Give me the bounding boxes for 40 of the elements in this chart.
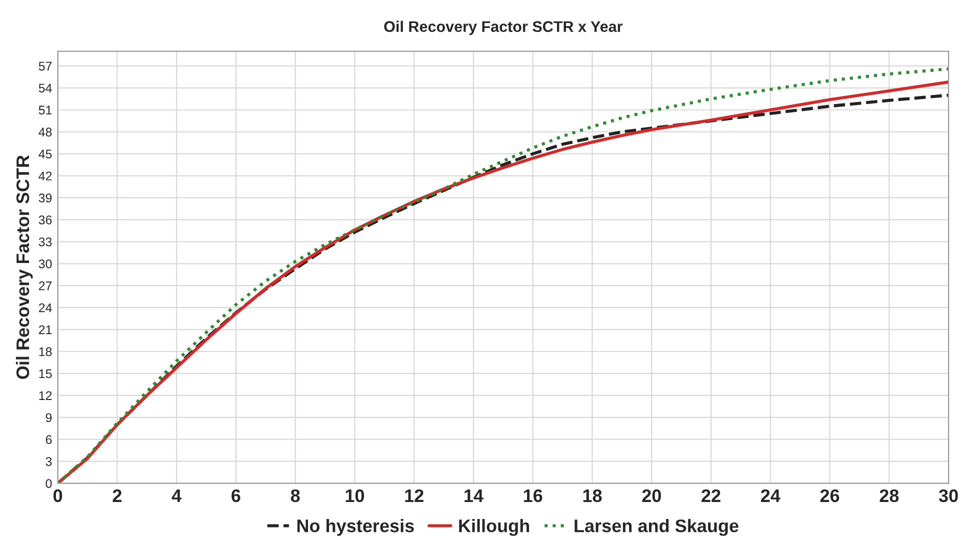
x-tick-label: 16 [524, 489, 542, 502]
x-tick-label: 10 [346, 489, 364, 502]
legend-label: Killough [459, 518, 530, 536]
y-tick-label: 12 [39, 391, 52, 400]
y-axis-title: Oil Recovery Factor SCTR [16, 155, 33, 379]
x-tick-label: 6 [232, 489, 240, 502]
y-tick-label: 18 [39, 347, 52, 356]
y-tick-label: 21 [38, 325, 52, 334]
x-tick-label: 24 [760, 489, 780, 502]
x-tick-label: 22 [702, 489, 720, 502]
legend-label: No hysteresis [297, 518, 414, 536]
y-tick-label: 48 [38, 128, 52, 136]
y-tick-label: 6 [46, 435, 52, 444]
x-tick-label: 12 [405, 489, 424, 502]
y-tick-label: 45 [38, 150, 52, 158]
y-tick-label: 27 [38, 281, 52, 290]
x-tick-label: 26 [820, 489, 840, 502]
y-tick-label: 36 [38, 216, 52, 224]
y-tick-label: 30 [38, 259, 52, 268]
y-tick-label: 51 [38, 106, 52, 115]
y-tick-label: 42 [38, 172, 52, 180]
y-tick-label: 3 [46, 457, 52, 466]
x-tick-label: 4 [172, 490, 182, 502]
chart-title: Oil Recovery Factor SCTR x Year [384, 20, 623, 36]
y-tick-label: 54 [38, 84, 52, 93]
y-tick-label: 24 [38, 303, 52, 312]
x-tick-label: 8 [290, 489, 300, 502]
y-tick-label: 39 [38, 194, 52, 202]
x-tick-label: 20 [642, 489, 661, 502]
y-tick-label: 9 [46, 413, 52, 422]
y-tick-label: 33 [38, 237, 52, 246]
y-tick-label: 15 [39, 369, 52, 378]
legend-label: Larsen and Skauge [574, 518, 738, 536]
x-tick-label: 2 [112, 489, 122, 502]
x-tick-label: 18 [583, 489, 602, 502]
x-tick-label: 28 [880, 489, 899, 502]
x-tick-label: 30 [938, 489, 958, 502]
y-tick-label: 0 [46, 479, 52, 488]
y-tick-label: 57 [38, 62, 52, 71]
x-tick-label: 14 [464, 490, 484, 502]
